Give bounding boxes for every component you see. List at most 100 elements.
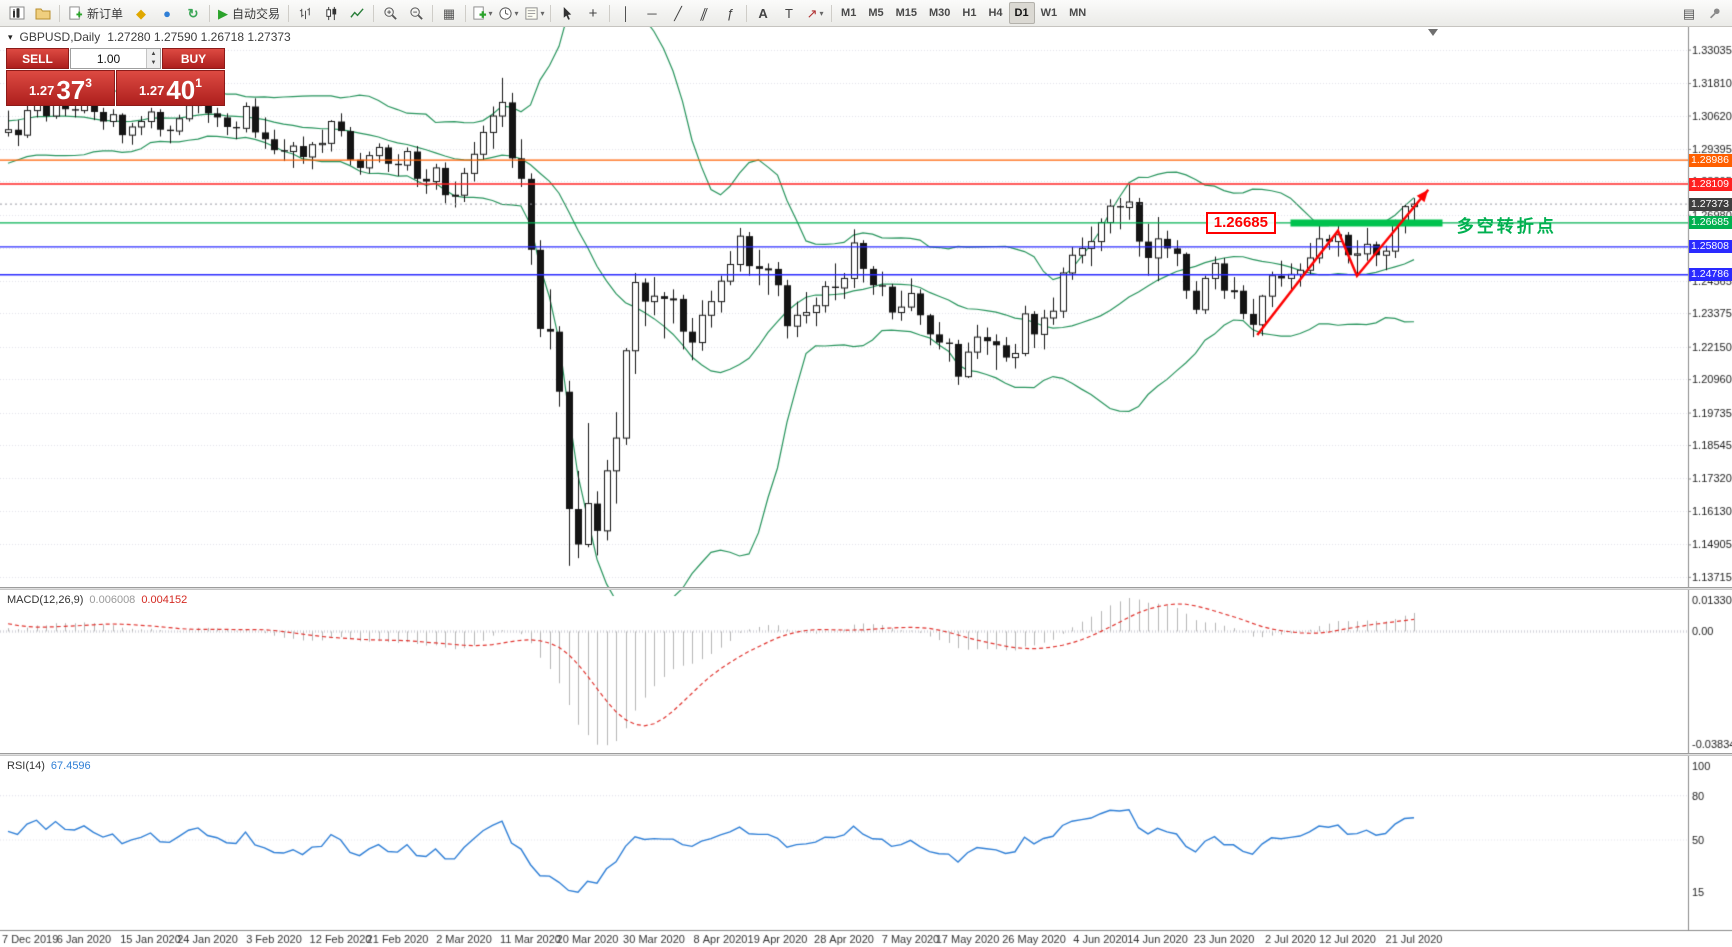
profiles-icon [35, 8, 51, 20]
chart-list-button[interactable]: ▤ [1676, 2, 1702, 24]
chevron-down-icon: ▾ [488, 8, 493, 18]
cursor-button[interactable] [554, 2, 580, 24]
quote-bar: ▾ GBPUSD,Daily 1.27280 1.27590 1.26718 1… [8, 30, 291, 44]
zoom-in-icon [383, 6, 397, 20]
timeframe-m30[interactable]: M30 [923, 2, 956, 24]
pane-separator-macd[interactable] [0, 587, 1732, 590]
one-click-panel-toggle[interactable]: ▾ [8, 31, 13, 42]
new-chart-button[interactable] [4, 2, 30, 24]
macd-header: MACD(12,26,9) 0.006008 0.004152 [7, 594, 187, 606]
templates-button[interactable]: ▾ [521, 2, 547, 24]
toolbar-separator [609, 4, 611, 22]
timeframe-d1[interactable]: D1 [1008, 2, 1035, 24]
vertical-line-icon: │ [621, 5, 631, 21]
new-order-button[interactable]: 新订单 [63, 2, 128, 24]
rsi-title: RSI(14) [7, 760, 45, 772]
bar-chart-button[interactable] [292, 2, 318, 24]
chart-list-icon: ▤ [1682, 5, 1696, 21]
ohlc-values: 1.27280 1.27590 1.26718 1.27373 [107, 30, 291, 44]
rsi-value: 67.4596 [50, 760, 91, 772]
timeframe-h4[interactable]: H4 [982, 2, 1008, 24]
rsi-header: RSI(14) 67.4596 [7, 760, 91, 772]
sell-price-button[interactable]: 1.27 37 3 [6, 70, 115, 106]
timeframe-w1[interactable]: W1 [1035, 2, 1064, 24]
zoom-in-button[interactable] [377, 2, 403, 24]
one-click-trading-panel: SELL 1.00 ▲ ▼ BUY 1.27 37 3 1.27 40 1 [6, 48, 225, 106]
trendline-button[interactable]: ╱ [665, 2, 691, 24]
navigator-button[interactable]: ↻ [180, 2, 206, 24]
buy-price-button[interactable]: 1.27 40 1 [116, 70, 225, 106]
sell-label: SELL [22, 51, 53, 66]
autotrading-label: 自动交易 [232, 6, 281, 21]
timeframe-h1[interactable]: H1 [956, 2, 982, 24]
pin-button[interactable] [1702, 2, 1728, 24]
line-chart-icon [349, 7, 364, 18]
price-callout[interactable]: 1.26685 [1205, 211, 1276, 234]
metaeditor-button[interactable]: ◆ [128, 2, 154, 24]
toolbar-separator [432, 4, 434, 22]
arrows-button[interactable]: ↗ ▾ [802, 2, 828, 24]
timeframe-m5[interactable]: M5 [862, 2, 889, 24]
chevron-down-icon: ▾ [819, 8, 824, 18]
lot-down-button[interactable]: ▼ [147, 58, 160, 68]
chart-canvas[interactable] [0, 26, 1732, 947]
candlestick-chart-button[interactable] [318, 2, 344, 24]
market-watch-icon: ● [163, 5, 171, 21]
vertical-line-button[interactable]: │ [613, 2, 639, 24]
chevron-down-icon: ▾ [514, 8, 519, 18]
tile-windows-icon: ▦ [442, 5, 456, 21]
timeframe-m15[interactable]: M15 [890, 2, 923, 24]
zoom-out-icon [409, 6, 423, 20]
toolbar-separator [831, 4, 833, 22]
hline-price-label: 1.26685 [1689, 216, 1732, 230]
crosshair-button[interactable]: + [580, 2, 606, 24]
buy-price-prefix: 1.27 [139, 83, 165, 98]
text-icon: A [758, 5, 768, 21]
crosshair-icon: + [588, 4, 598, 22]
timeframe-mn[interactable]: MN [1063, 2, 1092, 24]
current-price-label: 1.27373 [1689, 197, 1732, 211]
macd-main-value: 0.006008 [89, 594, 136, 606]
pane-separator-rsi[interactable] [0, 753, 1732, 756]
market-watch-button[interactable]: ● [154, 2, 180, 24]
autotrading-icon: ▶ [218, 5, 229, 21]
periods-button[interactable]: ▾ [495, 2, 521, 24]
chart-shift-marker[interactable] [1428, 29, 1438, 36]
macd-signal-value: 0.004152 [141, 594, 188, 606]
autotrading-button[interactable]: ▶ 自动交易 [213, 2, 285, 24]
lot-size-value[interactable]: 1.00 [96, 51, 121, 66]
toolbar-separator [59, 4, 60, 22]
lot-size-field[interactable]: 1.00 ▲ ▼ [70, 48, 161, 69]
cursor-icon [563, 6, 571, 20]
turning-point-note[interactable]: 多空转折点 [1456, 216, 1557, 236]
buy-price-big: 40 [166, 74, 196, 105]
channel-icon: ∥ [698, 5, 711, 21]
toolbar-separator [288, 4, 290, 22]
line-chart-button[interactable] [344, 2, 370, 24]
timeframe-m1[interactable]: M1 [835, 2, 862, 24]
trendline-icon: ╱ [674, 5, 682, 21]
profiles-button[interactable] [30, 2, 56, 24]
macd-title: MACD(12,26,9) [7, 594, 84, 606]
navigator-icon: ↻ [187, 5, 199, 21]
toolbar-separator [746, 4, 748, 22]
templates-icon [524, 6, 538, 20]
lot-up-button[interactable]: ▲ [147, 49, 160, 59]
text-button[interactable]: A [750, 2, 776, 24]
horizontal-line-button[interactable]: ─ [639, 2, 665, 24]
buy-label: BUY [180, 51, 207, 66]
text-label-button[interactable]: T [776, 2, 802, 24]
horizontal-line-icon: ─ [647, 5, 657, 21]
channel-button[interactable]: ∥ [691, 2, 717, 24]
timeframe-label: D1 [1014, 7, 1029, 19]
zoom-out-button[interactable] [403, 2, 429, 24]
timeframe-label: M15 [895, 7, 917, 19]
sell-button[interactable]: SELL [6, 48, 69, 69]
hline-price-label: 1.25808 [1689, 240, 1732, 254]
tile-windows-button[interactable]: ▦ [436, 2, 462, 24]
fibonacci-button[interactable]: ƒ [717, 2, 743, 24]
buy-button[interactable]: BUY [162, 48, 225, 69]
indicators-button[interactable]: ▾ [469, 2, 495, 24]
toolbar-separator [550, 4, 552, 22]
